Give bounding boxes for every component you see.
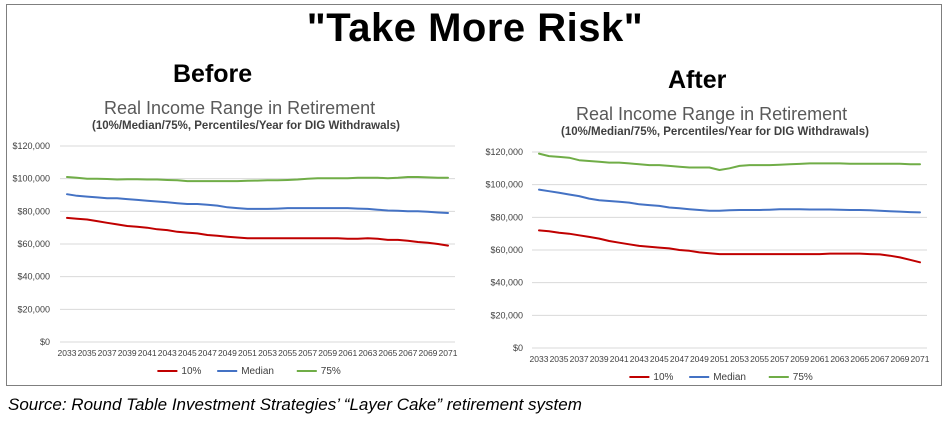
before-legend-label: 10%	[181, 366, 201, 377]
before-y-tick-label: $60,000	[17, 239, 50, 249]
after-y-tick-label: $40,000	[490, 278, 523, 288]
before-series-line-10pct	[66, 216, 449, 247]
after-x-tick-label: 2069	[890, 354, 909, 364]
after-x-tick-label: 2053	[730, 354, 749, 364]
after-x-tick-label: 2059	[790, 354, 809, 364]
before-x-tick-label: 2071	[439, 348, 458, 358]
after-x-tick-label: 2067	[870, 354, 889, 364]
before-x-tick-label: 2053	[258, 348, 277, 358]
main-title: "Take More Risk"	[306, 6, 644, 50]
before-y-tick-label: $0	[40, 337, 50, 347]
after-x-tick-label: 2047	[670, 354, 689, 364]
before-chart-title: Real Income Range in Retirement	[104, 98, 376, 118]
before-x-tick-label: 2059	[318, 348, 337, 358]
before-x-tick-label: 2045	[178, 348, 197, 358]
after-series-line-median	[538, 188, 921, 214]
before-x-tick-label: 2033	[58, 348, 77, 358]
after-chart-title: Real Income Range in Retirement	[576, 104, 848, 124]
before-x-tick-label: 2049	[218, 348, 237, 358]
source-caption: Source: Round Table Investment Strategie…	[8, 395, 582, 414]
before-x-tick-label: 2039	[118, 348, 137, 358]
after-x-tick-label: 2033	[530, 354, 549, 364]
before-x-tick-label: 2063	[358, 348, 377, 358]
before-y-tick-label: $40,000	[17, 272, 50, 282]
after-x-tick-label: 2035	[550, 354, 569, 364]
after-x-tick-label: 2041	[610, 354, 629, 364]
after-legend-label: 75%	[793, 372, 813, 383]
panel-label-before: Before	[173, 60, 253, 88]
after-y-tick-label: $0	[513, 343, 523, 353]
after-x-tick-label: 2063	[830, 354, 849, 364]
after-x-tick-label: 2049	[690, 354, 709, 364]
before-chart-subtitle: (10%/Median/75%, Percentiles/Year for DI…	[92, 120, 400, 132]
after-y-tick-label: $100,000	[485, 180, 523, 190]
before-y-tick-label: $20,000	[17, 304, 50, 314]
before-x-tick-label: 2047	[198, 348, 217, 358]
after-x-tick-label: 2061	[810, 354, 829, 364]
before-legend-label: 75%	[321, 366, 341, 377]
after-legend-label: Median	[713, 372, 746, 383]
before-legend-label: Median	[241, 366, 274, 377]
after-x-tick-label: 2045	[650, 354, 669, 364]
after-series-line-75pct	[538, 152, 921, 171]
after-x-tick-label: 2051	[710, 354, 729, 364]
after-y-tick-label: $60,000	[490, 245, 523, 255]
after-x-tick-label: 2071	[911, 354, 930, 364]
before-x-tick-label: 2055	[278, 348, 297, 358]
before-x-tick-label: 2057	[298, 348, 317, 358]
before-series-line-median	[66, 193, 449, 214]
after-x-tick-label: 2065	[850, 354, 869, 364]
before-y-tick-label: $100,000	[12, 174, 50, 184]
after-y-tick-label: $20,000	[490, 310, 523, 320]
figure-frame	[6, 4, 942, 386]
after-series-line-10pct	[538, 229, 921, 264]
before-x-tick-label: 2041	[138, 348, 157, 358]
after-x-tick-label: 2055	[750, 354, 769, 364]
after-legend-label: 10%	[653, 372, 673, 383]
before-x-tick-label: 2061	[338, 348, 357, 358]
after-chart-subtitle: (10%/Median/75%, Percentiles/Year for DI…	[561, 126, 869, 138]
before-x-tick-label: 2065	[378, 348, 397, 358]
panel-label-after: After	[668, 66, 727, 94]
before-x-tick-label: 2051	[238, 348, 257, 358]
before-x-tick-label: 2067	[398, 348, 417, 358]
after-y-tick-label: $120,000	[485, 147, 523, 157]
before-x-tick-label: 2035	[78, 348, 97, 358]
before-y-tick-label: $80,000	[17, 206, 50, 216]
after-x-tick-label: 2037	[570, 354, 589, 364]
after-x-tick-label: 2057	[770, 354, 789, 364]
before-series-line-75pct	[66, 176, 449, 183]
before-x-tick-label: 2043	[158, 348, 177, 358]
before-x-tick-label: 2037	[98, 348, 117, 358]
before-y-tick-label: $120,000	[12, 141, 50, 151]
before-x-tick-label: 2069	[418, 348, 437, 358]
after-x-tick-label: 2043	[630, 354, 649, 364]
after-y-tick-label: $80,000	[490, 212, 523, 222]
after-x-tick-label: 2039	[590, 354, 609, 364]
